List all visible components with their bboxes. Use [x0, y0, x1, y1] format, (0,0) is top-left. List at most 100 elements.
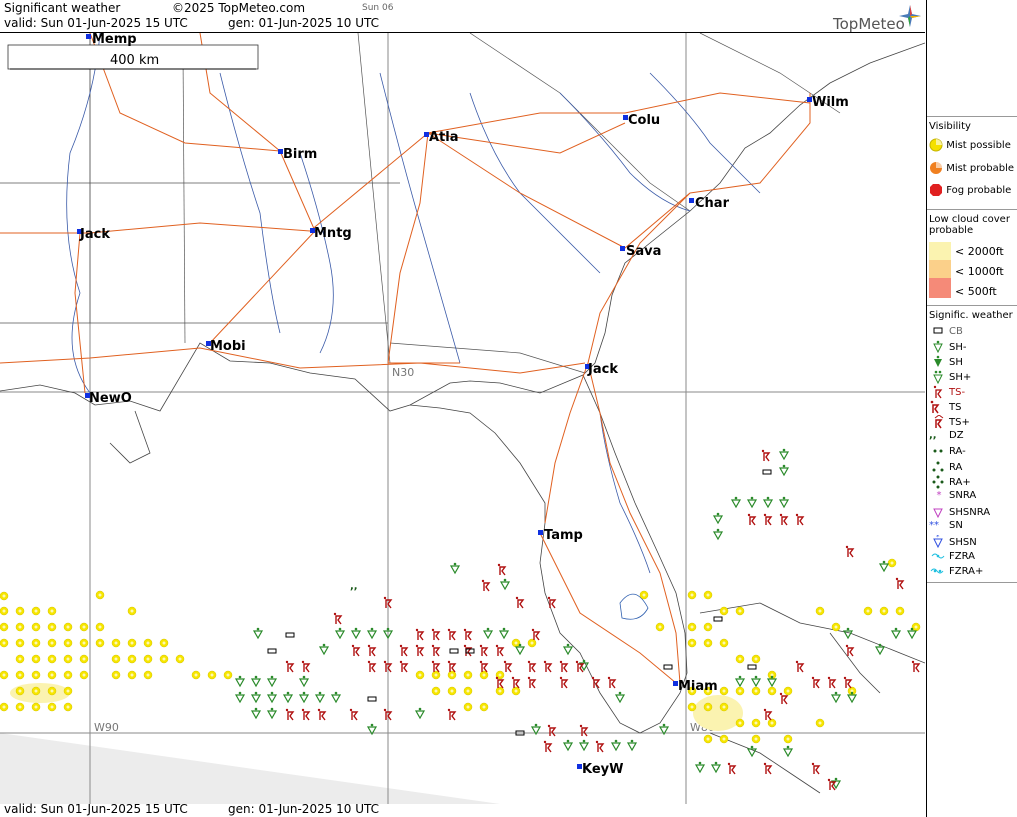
- legend-visibility-title: Visibility: [929, 121, 971, 132]
- legend-signif-title: Signific. weather: [929, 310, 1013, 321]
- svg-text:*: *: [936, 535, 940, 541]
- legend-fog-probable: Fog probable: [929, 183, 1011, 197]
- legend-panel: Visibility Mist possible Mist probable F…: [926, 0, 1017, 817]
- legend-sh-plus-label: SH+: [949, 372, 972, 383]
- city-keyw: KeyW: [582, 762, 623, 777]
- compass-star-icon: [899, 5, 921, 27]
- snow-icon: **: [929, 520, 939, 531]
- low-cloud-2000-swatch: [929, 242, 951, 260]
- legend-fog-probable-label: Fog probable: [946, 185, 1012, 196]
- city-birm: Birm: [283, 147, 317, 162]
- legend-mist-possible: Mist possible: [929, 138, 1011, 152]
- legend-lowcloud-2000: < 2000ft: [955, 245, 1004, 258]
- low-cloud-500-swatch: [929, 278, 951, 298]
- snow-rain-shower-icon: [933, 508, 943, 519]
- city-colu: Colu: [628, 113, 660, 128]
- map-canvas: N30 W90 W80: [0, 33, 925, 804]
- rain-heavy-icon: [932, 475, 944, 489]
- legend-dz-label: DZ: [949, 430, 964, 441]
- footer-valid-time: valid: Sun 01-Jun-2025 15 UTC: [4, 802, 188, 816]
- scale-bar: 400 km: [7, 44, 259, 70]
- legend-sh-minus-label: SH-: [949, 342, 967, 353]
- mist-possible-icon: [929, 138, 943, 152]
- legend-fzra: FZRA: [929, 550, 975, 562]
- legend-shsn: * SHSN: [929, 533, 977, 549]
- legend-ts-minus: TS-: [929, 385, 965, 399]
- city-miam: Miam: [678, 679, 718, 694]
- legend-ts-label: TS: [949, 402, 962, 413]
- legend-fzra-plus-label: FZRA+: [949, 566, 984, 577]
- city-mntg: Mntg: [314, 226, 352, 241]
- thunderstorm-heavy-icon: [934, 414, 944, 429]
- legend-cb-label: CB: [949, 326, 963, 337]
- legend-lowcloud-title-2: probable: [929, 225, 974, 236]
- city-memp: Memp: [92, 33, 137, 47]
- legend-shsn-label: SHSN: [949, 537, 977, 548]
- legend-ra-label: RA: [949, 462, 963, 473]
- legend-cb: CB: [929, 325, 963, 337]
- mist-symbols: [0, 558, 921, 744]
- legend-ts-plus: TS+: [929, 414, 970, 429]
- snow-shower-icon: *: [933, 533, 943, 549]
- legend-mist-possible-label: Mist possible: [946, 140, 1011, 151]
- legend-ra-minus-label: RA-: [949, 446, 966, 457]
- low-cloud-1000-swatch: [929, 260, 951, 278]
- freezing-rain-icon: [931, 553, 945, 559]
- map-title: Significant weather: [4, 1, 121, 15]
- footer-generated-time: gen: 01-Jun-2025 10 UTC: [228, 802, 380, 816]
- footer-bar: valid: Sun 01-Jun-2025 15 UTC gen: 01-Ju…: [0, 801, 925, 817]
- legend-fzra-plus: FZRA+: [929, 565, 983, 577]
- legend-sh-plus: SH+: [929, 370, 972, 385]
- fog-probable-icon: [930, 184, 942, 196]
- legend-ra-minus: RA-: [929, 445, 966, 457]
- drizzle-icon: ,,: [929, 430, 937, 441]
- city-wilm: Wilm: [812, 95, 849, 110]
- city-tamp: Tamp: [544, 528, 583, 543]
- legend-ra-plus-label: RA+: [949, 477, 971, 488]
- city-newo: NewO: [89, 391, 132, 406]
- legend-shsnra: SHSNRA: [929, 505, 990, 519]
- legend-mist-probable-label: Mist probable: [946, 163, 1015, 174]
- header-bar: Significant weather ©2025 TopMeteo.com S…: [0, 0, 925, 33]
- rain-icon: [932, 461, 944, 472]
- city-mobi: Mobi: [210, 339, 246, 354]
- shower-symbols: [235, 448, 917, 789]
- cb-symbols: [267, 469, 772, 736]
- state-borders: [0, 33, 841, 374]
- legend-mist-probable: Mist probable: [929, 161, 1014, 175]
- mist-probable-icon: [930, 162, 942, 174]
- shower-icon: [934, 355, 942, 367]
- thunderstorm-symbols: [285, 449, 920, 791]
- legend-ra-plus: RA+: [929, 475, 971, 489]
- freezing-rain-heavy-icon: [930, 568, 944, 574]
- shower-heavy-icon: [933, 370, 943, 385]
- thunderstorm-light-icon: [933, 385, 943, 399]
- city-jack-ms: Jack: [79, 227, 110, 242]
- thunderstorm-icon: [930, 400, 940, 414]
- generated-time: gen: 01-Jun-2025 10 UTC: [228, 16, 380, 30]
- legend-fzra-label: FZRA: [949, 551, 975, 562]
- weather-map[interactable]: N30 W90 W80: [0, 32, 925, 804]
- legend-ts: TS: [929, 400, 961, 414]
- copyright: ©2025 TopMeteo.com: [172, 1, 306, 15]
- city-jack-fl: Jack: [587, 362, 618, 377]
- scale-label: 400 km: [110, 53, 159, 68]
- legend-sh-minus: SH-: [929, 340, 966, 354]
- legend-shsnra-label: SHSNRA: [949, 507, 991, 518]
- legend-ra: RA: [929, 460, 962, 474]
- drizzle-symbol: ,,: [350, 581, 358, 592]
- legend-sh-label: SH: [949, 357, 963, 368]
- coastline: [0, 42, 925, 734]
- cb-icon: [933, 327, 943, 334]
- legend-sn: ** SN: [929, 520, 963, 531]
- rain-light-icon: [933, 449, 943, 453]
- city-labels: Memp Wilm Colu Atla Birm Char Jack Mntg …: [77, 33, 849, 777]
- day-tab[interactable]: Sun 06: [362, 3, 394, 13]
- city-atla: Atla: [429, 130, 459, 145]
- legend-lowcloud-1000: < 1000ft: [955, 265, 1004, 278]
- topmeteo-logo[interactable]: TopMeteo: [833, 15, 905, 33]
- grid-label-n30: N30: [392, 366, 414, 379]
- legend-lowcloud-title-1: Low cloud cover: [929, 214, 1010, 225]
- legend-ts-plus-label: TS+: [949, 417, 970, 428]
- shower-light-icon: [933, 340, 943, 354]
